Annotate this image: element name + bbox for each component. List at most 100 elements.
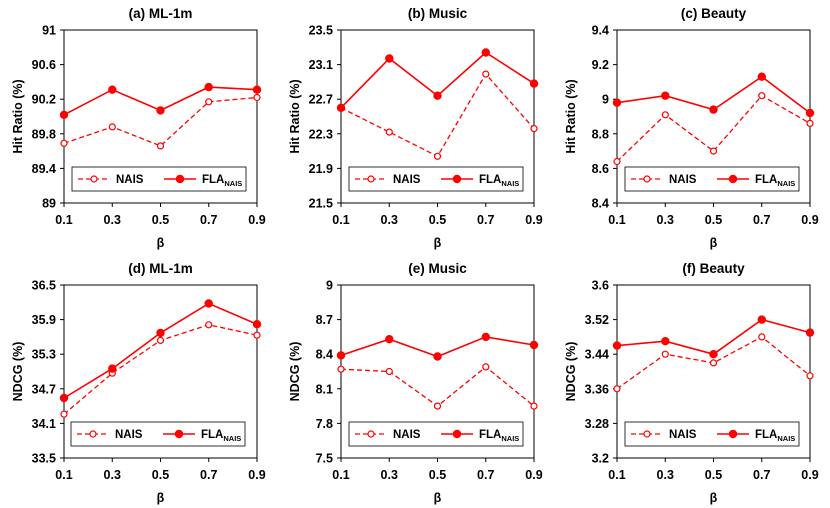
chart-e-point-fla-nais-3 (433, 352, 442, 361)
chart-f-legend: NAIS FLANAIS (624, 421, 800, 447)
chart-d-point-nais-4 (205, 321, 213, 329)
chart-c-y-tick-label: 9.2 (592, 58, 609, 72)
chart-f-legend-subscript-fla-nais: NAIS (777, 434, 795, 443)
chart-f-point-fla-nais-3 (709, 350, 718, 359)
chart-f-y-tick-label: 3.28 (585, 417, 609, 431)
chart-b-x-axis-label: β (434, 236, 442, 250)
chart-c-point-nais-2 (661, 111, 669, 119)
chart-d-legend-marker-nais (89, 430, 97, 438)
chart-d-legend-marker-fla-nais (174, 429, 184, 439)
chart-e-x-tick-label: 0.9 (525, 468, 542, 482)
chart-a-legend-subscript-fla-nais: NAIS (224, 179, 242, 188)
chart-d-legend-subscript-fla-nais: NAIS (223, 434, 241, 443)
chart-c-point-fla-nais-5 (805, 108, 815, 118)
chart-b-point-nais-3 (433, 152, 442, 160)
chart-f-point-nais-1 (613, 385, 621, 393)
chart-b-y-tick-label: 21.9 (309, 162, 333, 176)
chart-d-point-fla-nais-1 (59, 393, 69, 403)
chart-b-point-fla-nais-2 (385, 54, 394, 63)
chart-a-legend: NAIS FLANAIS (71, 166, 247, 192)
chart-c-y-tick-label: 9 (602, 93, 609, 107)
chart-a-x-tick-label: 0.3 (104, 213, 121, 227)
chart-e-legend-subscript-fla-nais: NAIS (501, 434, 519, 443)
chart-a-point-fla-nais-5 (252, 85, 262, 94)
chart-f-point-fla-nais-5 (805, 328, 815, 337)
chart-b-point-nais-4 (482, 70, 490, 78)
chart-f-point-fla-nais-2 (661, 337, 670, 346)
chart-b-y-tick-label: 21.5 (309, 197, 333, 211)
chart-a-legend-label-nais: NAIS (116, 174, 144, 186)
chart-e-point-fla-nais-4 (481, 332, 490, 342)
chart-e: (e) Music 7.5 7.8 8.1 8.4 8.7 9 0.1 0.3 0.5 0.7 0.9… (288, 261, 543, 505)
chart-c-legend-box (624, 166, 800, 192)
chart-e-point-nais-4 (482, 363, 490, 371)
chart-d-title: (d) ML-1m (128, 261, 193, 276)
chart-a-line-nais (63, 96, 258, 147)
chart-d-x-tick-label: 0.1 (55, 468, 72, 482)
chart-f-legend-marker-nais (643, 430, 651, 438)
chart-f-y-tick-label: 3.2 (592, 452, 609, 466)
chart-b-point-nais-2 (385, 128, 393, 136)
chart-b-y-tick-label: 23.5 (309, 24, 333, 38)
chart-c-x-tick-label: 0.1 (608, 213, 625, 227)
chart-a: (a) ML-1m 89 89.4 89.8 90.2 90.6 91 0.1 0.3 0.5 0.… (11, 6, 266, 250)
chart-a-point-nais-1 (60, 139, 68, 147)
chart-f-y-tick-label: 3.6 (592, 279, 609, 293)
chart-b-x-tick-label: 0.5 (429, 213, 446, 227)
chart-d-line-fla-nais (63, 302, 258, 399)
chart-d-x-tick-label: 0.9 (248, 468, 265, 482)
chart-f-x-tick-label: 0.5 (705, 468, 722, 482)
chart-b-legend: NAIS FLANAIS (348, 166, 524, 192)
chart-e-x-tick-label: 0.7 (477, 468, 494, 482)
chart-b-point-nais-5 (530, 125, 538, 133)
chart-a-y-tick-label: 90.6 (32, 58, 56, 72)
chart-e-legend-marker-fla-nais (452, 429, 462, 439)
chart-d-y-tick-label: 35.3 (32, 348, 56, 362)
chart-e-y-tick-label: 8.4 (316, 348, 333, 362)
chart-f-point-nais-5 (806, 372, 814, 380)
chart-c-point-nais-4 (758, 92, 766, 100)
chart-d-x-tick-label: 0.3 (104, 468, 121, 482)
chart-e-point-nais-1 (337, 365, 345, 373)
chart-c-line-nais (616, 94, 811, 162)
chart-b-legend-subscript-fla-nais: NAIS (501, 179, 519, 188)
chart-b-y-tick-label: 22.7 (309, 93, 333, 107)
chart-b-legend-marker-fla-nais (452, 174, 462, 184)
chart-b-line-nais (340, 72, 535, 158)
chart-e-x-tick-label: 0.3 (381, 468, 398, 482)
chart-d-point-nais-5 (253, 331, 261, 339)
chart-f-y-tick-label: 3.44 (585, 348, 609, 362)
chart-f-y-axis-label: NDCG (%) (564, 342, 578, 402)
chart-d-point-nais-1 (60, 410, 68, 418)
chart-f-title: (f) Beauty (682, 261, 745, 276)
chart-a-y-tick-label: 90.2 (32, 93, 56, 107)
chart-f-x-tick-label: 0.3 (657, 468, 674, 482)
chart-d-point-nais-3 (156, 336, 165, 344)
chart-c-y-tick-label: 8.4 (592, 197, 609, 211)
chart-f-point-fla-nais-4 (757, 315, 767, 324)
chart-c-point-fla-nais-4 (757, 72, 767, 81)
chart-e-line-nais (340, 366, 535, 407)
chart-a-point-fla-nais-4 (204, 82, 213, 92)
chart-b-y-tick-label: 22.3 (309, 127, 333, 141)
chart-d-legend-label-nais: NAIS (115, 429, 143, 441)
chart-a-y-tick-label: 89 (42, 197, 56, 211)
chart-e-x-tick-label: 0.1 (332, 468, 349, 482)
chart-d-legend: NAIS FLANAIS (70, 421, 246, 447)
chart-e-point-fla-nais-5 (529, 340, 539, 350)
chart-a-point-fla-nais-1 (59, 110, 69, 120)
chart-f-legend-marker-fla-nais (728, 429, 738, 439)
chart-b-plot-frame (340, 29, 535, 204)
chart-e-point-fla-nais-2 (385, 335, 394, 344)
chart-e-y-axis-label: NDCG (%) (288, 342, 302, 402)
chart-c-point-nais-3 (709, 147, 718, 155)
chart-f-x-tick-label: 0.7 (753, 468, 770, 482)
chart-f-x-tick-label: 0.1 (608, 468, 625, 482)
chart-d-y-tick-label: 35.9 (32, 313, 56, 327)
chart-d-legend-box (70, 421, 246, 447)
chart-e-legend-box (348, 421, 524, 447)
chart-d-y-tick-label: 34.1 (32, 417, 56, 431)
chart-a-x-tick-label: 0.5 (152, 213, 169, 227)
chart-a-y-tick-label: 89.8 (32, 127, 56, 141)
chart-f-legend-label-nais: NAIS (669, 429, 697, 441)
